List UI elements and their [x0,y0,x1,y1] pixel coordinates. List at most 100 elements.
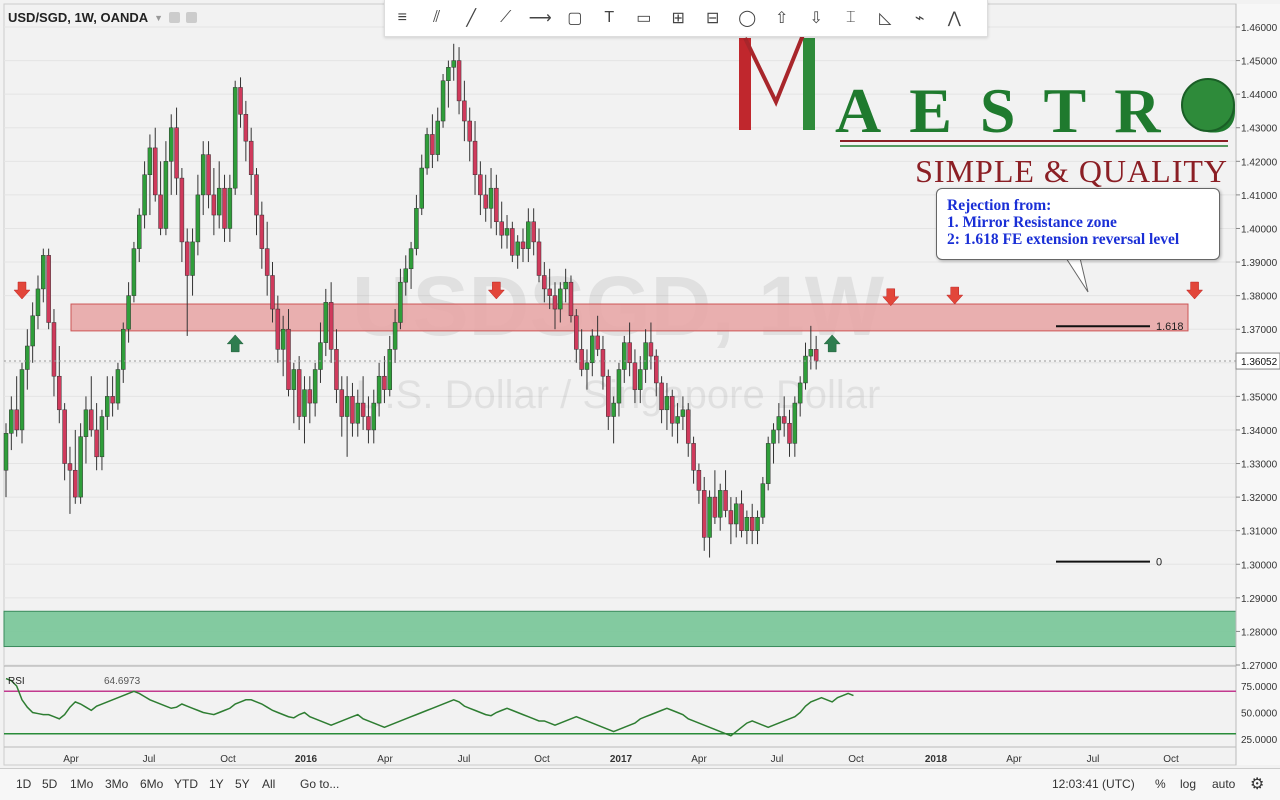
candle-body [392,322,398,350]
clock-time[interactable]: 12:03:41 (UTC) [1052,777,1135,791]
text-icon[interactable]: T [604,9,615,26]
candle-body [430,134,435,155]
candle-body [685,409,691,444]
arrow-down-marker [13,281,31,300]
price-tick-label: 1.31000 [1241,527,1278,538]
trend-line-icon[interactable]: ╱ [466,10,477,27]
eye-icon[interactable] [169,12,181,23]
candle-body [792,402,798,444]
log-toggle[interactable]: log [1180,777,1197,791]
candle-body [62,409,67,464]
candle-body [99,416,105,458]
price-tick-label: 1.37000 [1241,325,1278,336]
price-tick-label: 1.42000 [1241,157,1278,168]
elliott-wave-icon[interactable]: ⋀ [947,10,961,27]
range-5d[interactable]: 5D [42,777,58,791]
rsi-tick-label: 75.0000 [1241,682,1278,693]
goto-button[interactable]: Go to... [300,777,340,791]
candle-body [654,355,659,384]
price-range-icon[interactable]: ⌶ [845,9,856,26]
candle-body [371,402,377,431]
price-tick-label: 1.30000 [1241,560,1278,571]
settings-icon[interactable] [186,12,198,23]
callout-icon[interactable]: ▭ [636,10,652,27]
arrow-up-icon[interactable]: ⇧ [775,10,789,27]
candle-body [733,503,739,525]
candle-body [264,248,270,276]
gear-icon[interactable]: ⚙ [1250,776,1265,793]
candle-body [232,87,238,189]
bottom-toolbar: 1D 5D 1Mo 3Mo 6Mo YTD 1Y 5Y All Go to... 12:03:4… [0,768,1280,800]
time-tick-label: Jul [1087,754,1100,765]
candle-body [595,335,600,350]
candle-body [670,396,675,424]
rejection-callout: Rejection from: 1. Mirror Resistance zon… [936,188,1220,260]
ray-icon[interactable]: ⟋ [500,9,512,26]
candle-body [408,248,414,270]
candle-body [243,114,249,142]
range-1mo[interactable]: 1Mo [70,777,94,791]
candle-body [451,60,456,68]
rsi-label: RSI [8,676,25,687]
parallel-lines-icon[interactable]: ⫽ [433,9,441,26]
price-tick-label: 1.34000 [1241,426,1278,437]
range-6mo[interactable]: 6Mo [140,777,164,791]
candle-body [105,396,110,417]
candle-body [622,342,627,370]
candle-body [611,402,616,417]
candle-body [446,67,451,81]
current-price-box [1235,352,1280,370]
time-tick-label: Apr [691,754,707,765]
rsi-line [5,677,854,737]
candle-body [366,416,371,431]
candle-body [216,187,222,216]
symbol-title[interactable]: USD/SGD, 1W, OANDA [8,10,149,25]
candle-body [755,517,760,531]
chevron-down-icon[interactable]: ▼ [154,12,164,23]
candle-body [296,369,302,417]
candle-body [9,409,14,434]
candle-body [462,100,467,122]
fib-retracement-icon[interactable]: ⊞ [671,10,685,27]
horizontal-line-icon[interactable]: ≡ [397,9,407,26]
candle-body [184,241,190,276]
candle-body [542,275,547,290]
brush-icon[interactable]: ⌁ [914,10,925,27]
candle-body [675,416,680,424]
candle-body [302,389,307,417]
candle-body [563,281,568,290]
range-ytd[interactable]: YTD [174,777,198,791]
range-1d[interactable]: 1D [16,777,32,791]
candle-body [179,177,185,243]
fib-extension-icon[interactable]: ⊟ [706,10,720,27]
candle-body [696,469,702,491]
auto-toggle[interactable]: auto [1212,777,1236,791]
callout-line-3: 2: 1.618 FE extension reversal level [947,231,1180,248]
arrow-up-marker [823,334,841,353]
arrow-down-marker [1186,281,1204,300]
candle-body [531,221,536,243]
arrow-down-icon[interactable]: ⇩ [809,10,823,27]
time-tick-label: Oct [1163,754,1179,765]
range-all[interactable]: All [262,777,276,791]
rectangle-icon[interactable]: ▢ [567,10,583,27]
candle-body [680,409,686,417]
percent-toggle[interactable]: % [1155,777,1166,791]
candle-body [382,375,387,390]
range-5y[interactable]: 5Y [235,777,250,791]
support-zone [3,610,1237,648]
candle-body [472,140,478,175]
ellipse-icon[interactable]: ◯ [738,10,757,27]
candle-body [195,194,201,243]
horizontal-ray-icon[interactable]: ⟶ [528,10,552,27]
triangle-icon[interactable]: ◺ [879,10,892,27]
candle-body [558,288,563,310]
range-1y[interactable]: 1Y [209,777,224,791]
candle-body [131,248,137,296]
range-3mo[interactable]: 3Mo [105,777,129,791]
candle-body [30,315,35,347]
time-tick-label: Jul [458,754,471,765]
candle-body [200,154,206,196]
